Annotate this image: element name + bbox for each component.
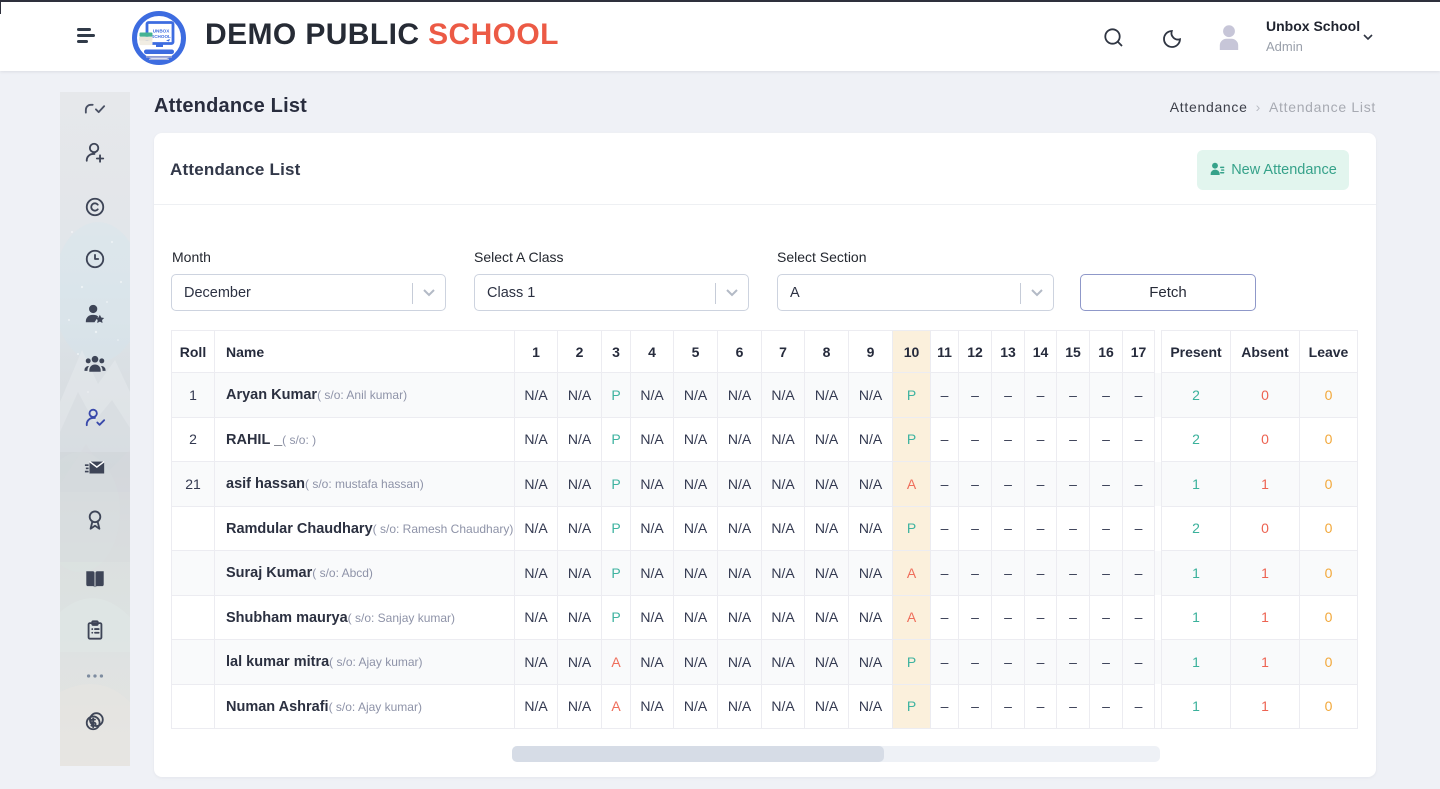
svg-text:UNBOX: UNBOX (153, 29, 171, 34)
svg-text:SCHOOL: SCHOOL (151, 34, 171, 39)
